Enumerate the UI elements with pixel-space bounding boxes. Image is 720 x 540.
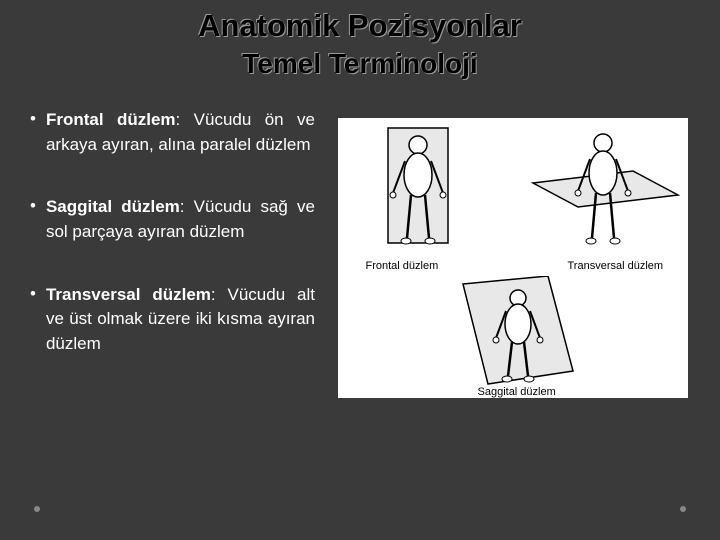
term: Transversal düzlem — [46, 285, 211, 304]
content-row: • Frontal düzlem: Vücudu ön ve arkaya ay… — [30, 108, 690, 398]
bullet-text: Transversal düzlem: Vücudu alt ve üst ol… — [46, 283, 315, 357]
bullet-list: • Frontal düzlem: Vücudu ön ve arkaya ay… — [30, 108, 315, 398]
figure-label-saggital: Saggital düzlem — [478, 386, 556, 398]
transversal-plane-icon — [523, 123, 683, 263]
anatomical-planes-figure: Frontal düzlem Transv — [338, 118, 688, 398]
figure-column: Frontal düzlem Transv — [335, 108, 690, 398]
bullet-text: Saggital düzlem: Vücudu sağ ve sol parça… — [46, 195, 315, 244]
figure-label-frontal: Frontal düzlem — [366, 260, 439, 272]
list-item: • Transversal düzlem: Vücudu alt ve üst … — [30, 283, 315, 357]
corner-dot-icon — [680, 506, 686, 512]
title-sub: Temel Terminoloji — [30, 48, 690, 80]
title-main: Anatomik Pozisyonlar — [30, 8, 690, 44]
figure-label-transversal: Transversal düzlem — [568, 260, 664, 272]
bullet-marker: • — [30, 108, 36, 157]
term: Saggital düzlem — [46, 197, 180, 216]
bullet-text: Frontal düzlem: Vücudu ön ve arkaya ayır… — [46, 108, 315, 157]
corner-dot-icon — [34, 506, 40, 512]
bullet-marker: • — [30, 283, 36, 357]
saggital-plane-icon — [443, 276, 593, 396]
term: Frontal düzlem — [46, 110, 176, 129]
list-item: • Saggital düzlem: Vücudu sağ ve sol par… — [30, 195, 315, 244]
slide-container: Anatomik Pozisyonlar Temel Terminoloji •… — [0, 0, 720, 540]
list-item: • Frontal düzlem: Vücudu ön ve arkaya ay… — [30, 108, 315, 157]
bullet-marker: • — [30, 195, 36, 244]
frontal-plane-icon — [353, 123, 483, 263]
